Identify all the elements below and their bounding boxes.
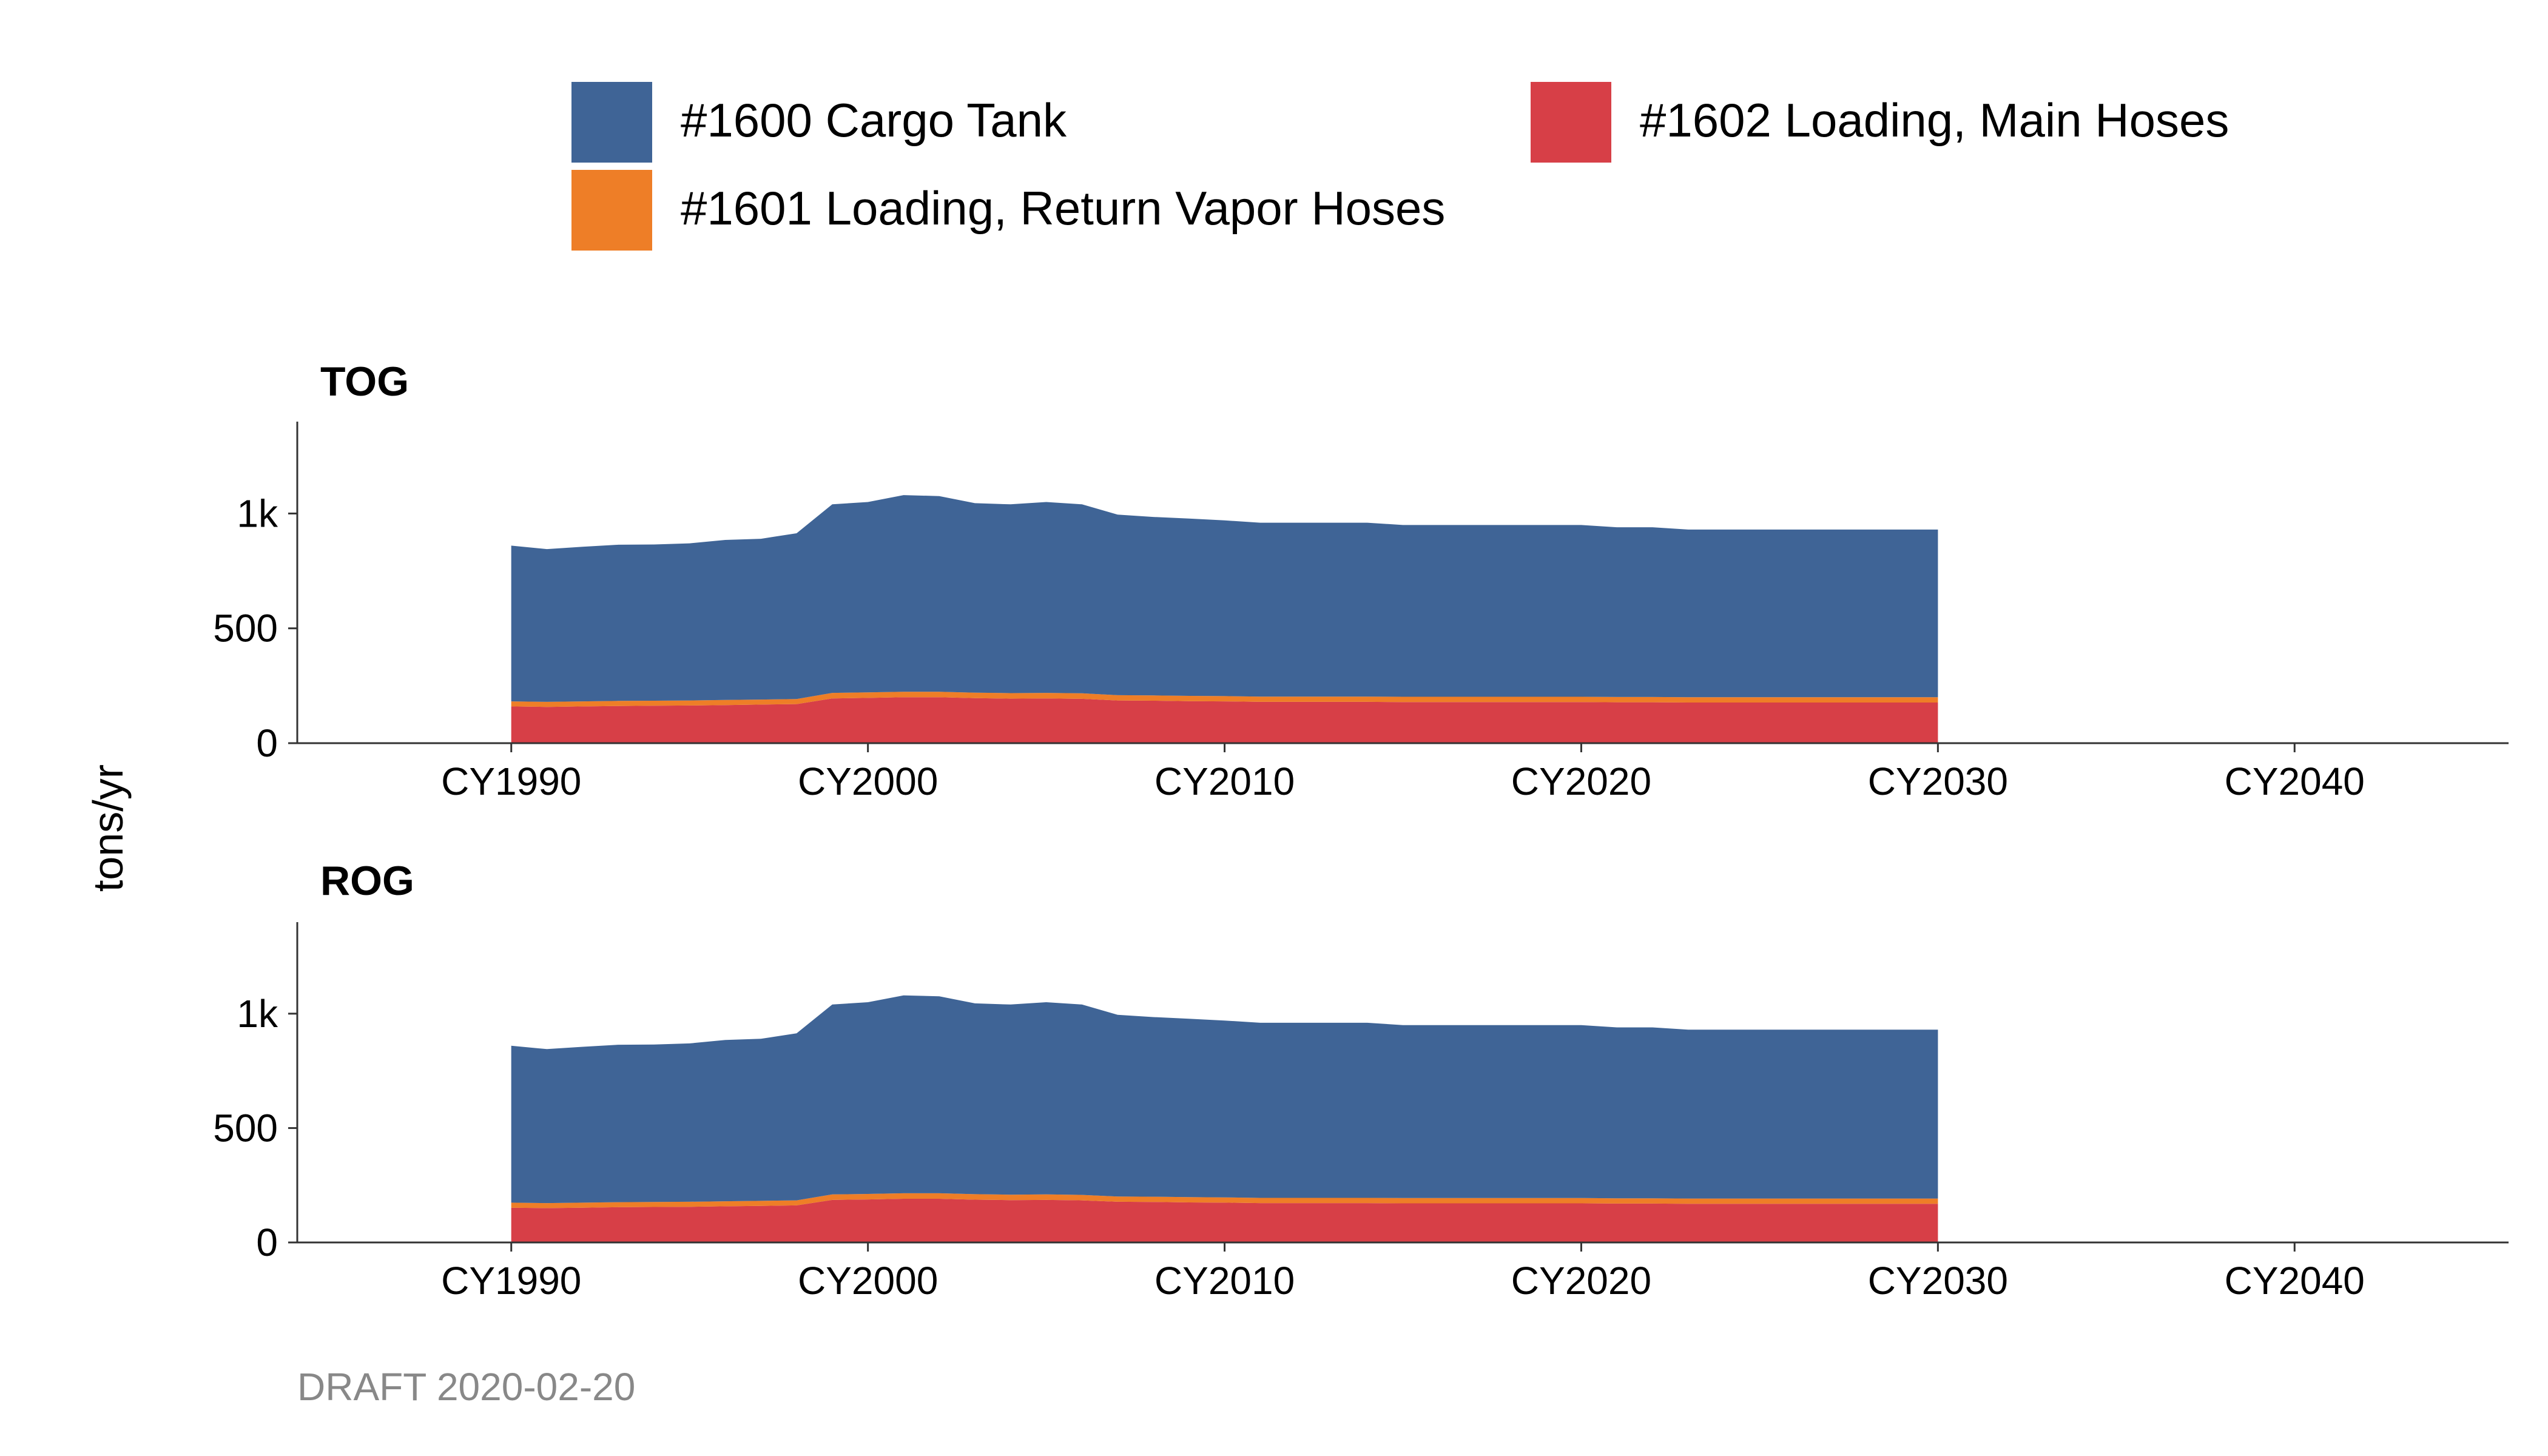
y-axis-label: tons/yr xyxy=(84,764,132,892)
y-tick-label: 500 xyxy=(213,607,278,650)
x-tick-label: CY2000 xyxy=(798,1259,938,1303)
x-tick-label: CY1990 xyxy=(441,760,581,803)
legend-swatch-cargo_tank xyxy=(571,82,652,163)
y-tick-label: 1k xyxy=(237,491,278,535)
area-cargo_tank xyxy=(511,995,1938,1204)
y-tick-label: 500 xyxy=(213,1106,278,1150)
x-tick-label: CY2040 xyxy=(2225,1259,2365,1303)
y-tick-label: 1k xyxy=(237,992,278,1036)
panel-tog: TOG 0 500 1k CY1990 CY2000 CY2010 CY2020 CY2030 C… xyxy=(213,359,2509,803)
legend: #1600 Cargo Tank #1602 Loading, Main Hose… xyxy=(571,82,2229,251)
x-tick-label: CY2030 xyxy=(1868,1259,2008,1303)
x-tick-label: CY2020 xyxy=(1511,1259,1651,1303)
panel-title: ROG xyxy=(320,858,414,904)
panels: TOG 0 500 1k CY1990 CY2000 CY2010 CY2020 CY2030 C… xyxy=(213,359,2509,1303)
legend-label-cargo_tank: #1600 Cargo Tank xyxy=(681,93,1067,147)
x-tick-label: CY1990 xyxy=(441,1259,581,1303)
x-tick-label: CY2000 xyxy=(798,760,938,803)
x-tick-label: CY2040 xyxy=(2225,760,2365,803)
draft-footer: DRAFT 2020-02-20 xyxy=(297,1365,635,1409)
legend-label-return_vapor: #1601 Loading, Return Vapor Hoses xyxy=(681,181,1445,235)
area-cargo_tank xyxy=(511,495,1938,702)
area-return_vapor xyxy=(511,1193,1938,1208)
panel-title: TOG xyxy=(320,359,409,405)
x-tick-label: CY2030 xyxy=(1868,760,2008,803)
legend-swatch-main_hoses xyxy=(1531,82,1611,163)
y-tick-label: 0 xyxy=(256,721,278,765)
legend-label-main_hoses: #1602 Loading, Main Hoses xyxy=(1640,93,2229,147)
legend-swatch-return_vapor xyxy=(571,170,652,251)
panel-rog: ROG 0 500 1k CY1990 CY2000 CY2010 CY2020 CY2030 C… xyxy=(213,858,2509,1303)
x-tick-label: CY2010 xyxy=(1154,1259,1295,1303)
y-tick-label: 0 xyxy=(256,1221,278,1264)
x-tick-label: CY2020 xyxy=(1511,760,1651,803)
area-main_hoses xyxy=(511,697,1938,743)
area-return_vapor xyxy=(511,692,1938,707)
x-tick-label: CY2010 xyxy=(1154,760,1295,803)
area-main_hoses xyxy=(511,1199,1938,1242)
